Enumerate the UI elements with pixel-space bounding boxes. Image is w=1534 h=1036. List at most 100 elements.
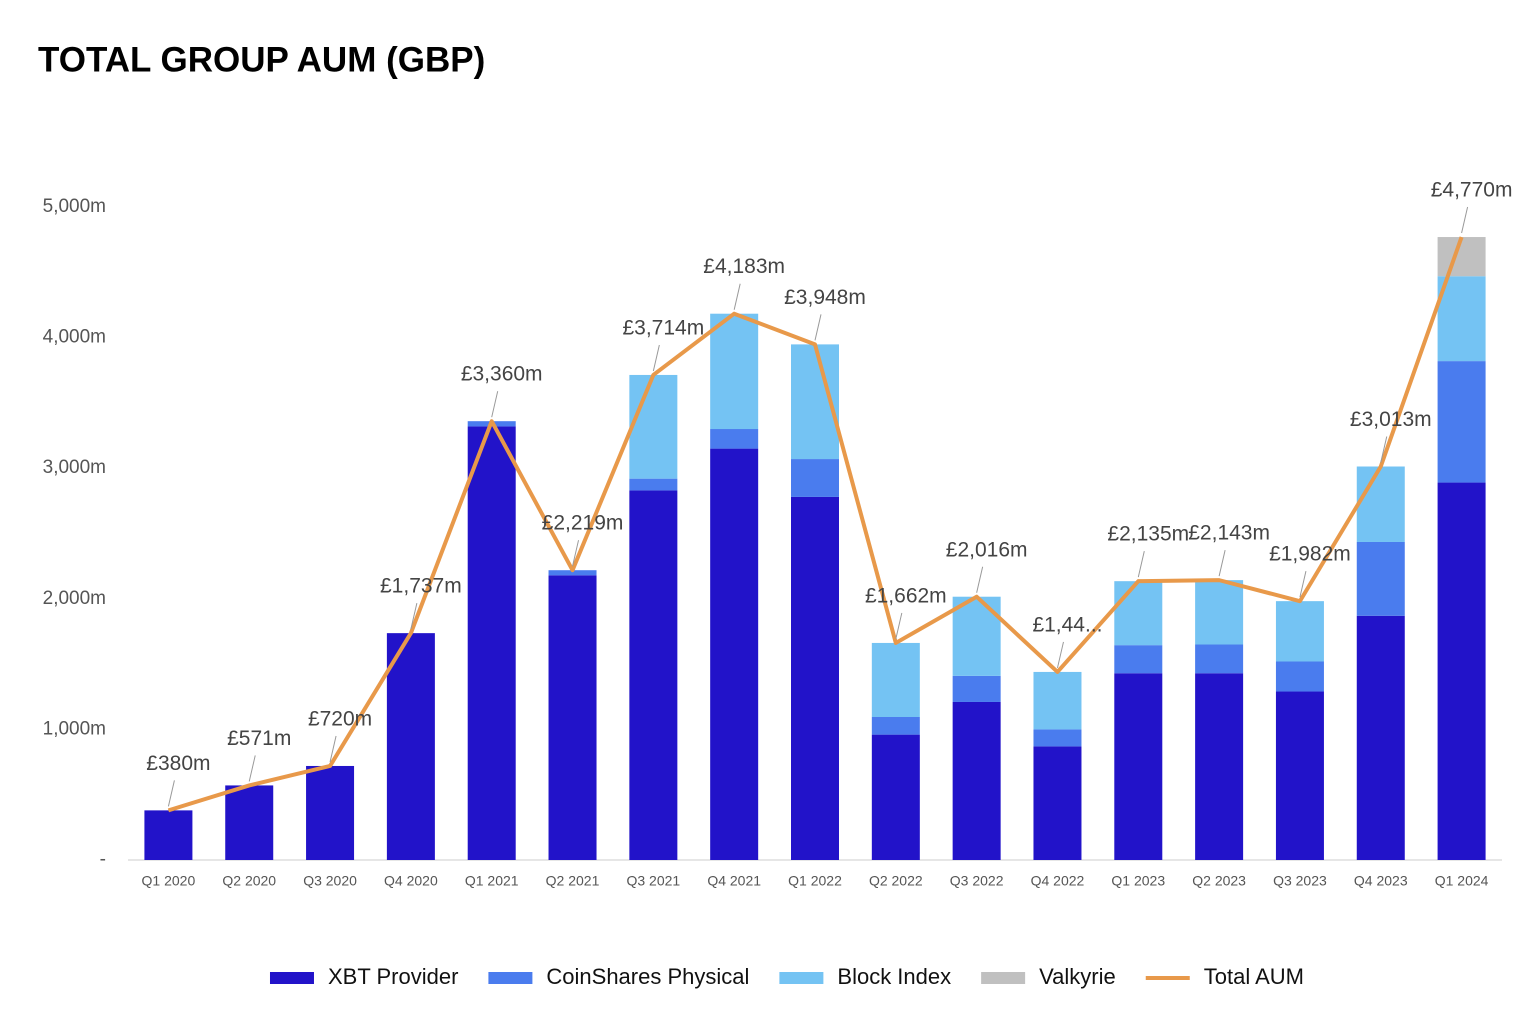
bar: [629, 374, 678, 479]
bar: [548, 570, 597, 576]
bar: [1437, 276, 1486, 362]
x-tick-label: Q1 2022: [788, 873, 842, 889]
bar: [871, 734, 920, 860]
x-tick-label: Q4 2023: [1354, 873, 1408, 889]
leader-line: [1299, 571, 1307, 598]
bar: [1437, 237, 1486, 277]
bar: [952, 675, 1001, 702]
bar: [1114, 581, 1163, 646]
leader-line: [248, 755, 256, 782]
value-label: £720m: [308, 708, 372, 731]
x-tick-label: Q1 2021: [465, 873, 519, 889]
leader-line: [410, 603, 418, 630]
legend-swatch: [269, 972, 314, 984]
value-label: £1,737m: [380, 575, 462, 598]
x-tick-label: Q2 2021: [546, 873, 600, 889]
value-label: £3,013m: [1350, 408, 1432, 431]
bar: [1356, 615, 1405, 860]
leader-line: [1137, 551, 1145, 578]
value-label: £1,662m: [865, 584, 947, 607]
y-tick-label: 1,000m: [43, 718, 106, 739]
bar: [1275, 691, 1324, 860]
x-tick-label: Q3 2020: [303, 873, 357, 889]
bar: [1275, 661, 1324, 692]
bar: [1275, 601, 1324, 662]
value-label: £2,135m: [1107, 523, 1189, 546]
leader-line: [733, 283, 741, 310]
bar: [1033, 671, 1082, 730]
x-tick-label: Q1 2023: [1111, 873, 1165, 889]
bar: [629, 478, 678, 491]
bar: [1033, 746, 1082, 860]
legend-label: XBT Provider: [328, 964, 458, 989]
x-tick-label: Q1 2020: [142, 873, 196, 889]
bar: [1437, 482, 1486, 860]
value-label: £2,016m: [946, 538, 1028, 561]
bar: [1356, 466, 1405, 542]
x-tick-label: Q3 2022: [950, 873, 1004, 889]
bar: [871, 642, 920, 717]
bar: [1437, 361, 1486, 483]
bar: [467, 426, 516, 860]
x-tick-label: Q4 2021: [707, 873, 761, 889]
y-tick-label: 4,000m: [43, 327, 106, 348]
value-label: £1,982m: [1269, 543, 1351, 566]
value-label: £4,770m: [1431, 179, 1513, 202]
y-tick-label: -: [100, 849, 106, 870]
legend-label: CoinShares Physical: [546, 964, 749, 989]
total-line: [167, 236, 1464, 813]
bar: [548, 575, 597, 860]
value-label: £380m: [146, 752, 210, 775]
value-label: £2,219m: [542, 512, 624, 535]
bar: [1033, 729, 1082, 747]
y-tick-label: 3,000m: [43, 457, 106, 478]
legend-swatch: [981, 972, 1026, 984]
leader-line: [1380, 436, 1388, 463]
bar: [1114, 645, 1163, 674]
legend-label: Total AUM: [1204, 964, 1304, 989]
x-tick-label: Q3 2021: [626, 873, 680, 889]
leader-line: [1056, 641, 1064, 669]
value-label: £3,714m: [622, 316, 704, 339]
leader-line: [1218, 550, 1226, 577]
x-tick-label: Q4 2022: [1031, 873, 1085, 889]
leader-line: [491, 391, 499, 418]
leader-line: [652, 344, 660, 372]
bar: [710, 429, 759, 449]
x-tick-label: Q2 2022: [869, 873, 923, 889]
leader-line: [895, 612, 903, 640]
leader-line: [572, 540, 580, 567]
leader-line: [976, 566, 984, 593]
bar: [225, 785, 274, 860]
leader-line: [1461, 206, 1469, 234]
bar: [1356, 541, 1405, 616]
y-tick-label: 5,000m: [43, 196, 106, 217]
legend-swatch: [488, 972, 533, 984]
bar: [1114, 673, 1163, 860]
value-label: £3,360m: [461, 363, 543, 386]
leader-line: [167, 780, 175, 807]
value-label: £571m: [227, 727, 291, 750]
bar: [871, 716, 920, 735]
leader-line: [814, 314, 822, 341]
bar: [791, 496, 839, 860]
value-label: £1,44...: [1032, 613, 1102, 636]
bar: [710, 448, 759, 860]
value-label: £4,183m: [703, 255, 785, 278]
bar: [791, 459, 839, 497]
bar: [306, 765, 355, 860]
x-tick-label: Q2 2020: [222, 873, 276, 889]
bar: [952, 701, 1001, 860]
legend-label: Valkyrie: [1039, 964, 1116, 989]
chart-title: TOTAL GROUP AUM (GBP): [38, 40, 485, 79]
y-tick-label: 2,000m: [43, 588, 106, 609]
x-tick-label: Q2 2023: [1192, 873, 1246, 889]
bar: [1195, 644, 1244, 674]
bar: [144, 810, 193, 860]
x-tick-label: Q1 2024: [1435, 873, 1489, 889]
bar: [629, 490, 678, 860]
value-label: £2,143m: [1188, 522, 1270, 545]
x-tick-label: Q3 2023: [1273, 873, 1327, 889]
value-label: £3,948m: [784, 286, 866, 309]
